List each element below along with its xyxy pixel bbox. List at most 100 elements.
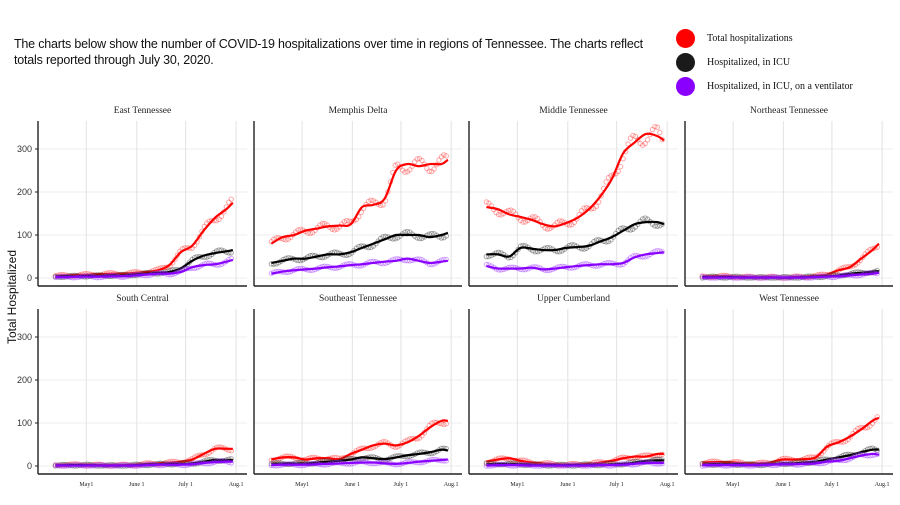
series-line — [55, 258, 234, 279]
data-point — [627, 227, 634, 233]
x-tick-label: May1 — [79, 482, 93, 488]
x-tick-label: Aug.1 — [875, 482, 890, 488]
data-point — [591, 205, 597, 212]
data-point — [517, 217, 524, 224]
data-point — [603, 179, 609, 185]
data-point — [346, 218, 352, 224]
data-point — [438, 154, 445, 160]
legend-swatch-total — [676, 28, 695, 48]
legend-label-total: Total hospitalizations — [707, 32, 793, 44]
data-point — [486, 200, 492, 206]
series-line — [486, 461, 664, 467]
data-point — [618, 225, 624, 232]
data-point — [593, 203, 599, 210]
series-line — [702, 271, 880, 279]
x-tick-label: Aug.1 — [229, 482, 244, 488]
data-point — [295, 227, 301, 233]
data-point — [554, 219, 560, 225]
panel-title: Northeast Tennessee — [750, 106, 828, 116]
data-point — [544, 226, 551, 232]
data-point — [426, 168, 432, 174]
legend-item-icu: Hospitalized, in ICU — [676, 50, 853, 74]
data-point — [618, 163, 624, 170]
y-tick-label: 100 — [17, 230, 32, 240]
series-line — [271, 448, 449, 465]
data-point — [642, 140, 648, 147]
data-point — [630, 226, 636, 232]
data-point — [441, 152, 447, 158]
data-point — [505, 207, 512, 214]
data-point — [659, 136, 665, 143]
data-point — [578, 207, 585, 214]
data-point — [443, 153, 449, 159]
data-point — [872, 245, 878, 251]
data-point — [429, 230, 435, 237]
y-tick-label: 0 — [27, 461, 32, 471]
x-tick-label: June 1 — [560, 482, 576, 488]
data-point — [411, 159, 418, 165]
data-point — [635, 137, 641, 143]
data-point — [416, 235, 423, 242]
series-line — [702, 416, 880, 465]
data-point — [392, 162, 398, 169]
data-point — [380, 202, 386, 208]
series-line — [271, 419, 449, 461]
data-point — [860, 254, 866, 260]
data-point — [654, 223, 661, 229]
data-point — [654, 124, 661, 130]
series-line — [271, 231, 449, 265]
x-tick-label: June 1 — [345, 482, 361, 488]
data-point — [510, 208, 516, 215]
panel-title: East Tennessee — [114, 106, 171, 116]
legend-item-ventilator: Hospitalized, in ICU, on a ventilator — [676, 74, 853, 98]
data-point — [407, 167, 413, 173]
data-point — [632, 133, 639, 140]
data-point — [441, 421, 447, 428]
data-point — [404, 168, 411, 175]
y-tick-label: 300 — [17, 332, 32, 342]
data-point — [657, 129, 663, 136]
data-point — [365, 198, 372, 205]
data-point — [394, 161, 401, 167]
x-tick-label: July 1 — [825, 482, 840, 488]
data-point — [424, 165, 430, 172]
data-point — [559, 218, 565, 224]
legend-label-icu: Hospitalized, in ICU — [707, 56, 791, 68]
data-point — [429, 168, 435, 175]
series-line — [270, 158, 449, 245]
data-point — [416, 155, 423, 162]
x-tick-label: June 1 — [776, 482, 792, 488]
data-point — [569, 221, 575, 228]
x-tick-label: June 1 — [129, 482, 145, 488]
data-point — [583, 204, 590, 211]
x-tick-label: May1 — [726, 482, 740, 488]
data-point — [652, 123, 658, 130]
series-line — [486, 132, 665, 228]
x-tick-label: July 1 — [609, 482, 624, 488]
data-point — [530, 214, 536, 220]
x-tick-label: Aug.1 — [660, 482, 675, 488]
data-point — [319, 220, 326, 227]
data-point — [495, 211, 502, 218]
x-tick-label: Aug.1 — [444, 482, 459, 488]
y-tick-label: 200 — [17, 187, 32, 197]
data-point — [498, 212, 504, 218]
data-point — [404, 228, 411, 235]
data-point — [534, 216, 541, 222]
series-line — [271, 458, 448, 467]
data-point — [414, 156, 420, 162]
data-point — [331, 227, 338, 233]
data-point — [309, 229, 316, 236]
data-point — [341, 219, 347, 225]
y-tick-label: 0 — [27, 273, 32, 283]
data-point — [627, 135, 634, 141]
data-point — [522, 219, 529, 225]
data-point — [566, 222, 573, 228]
data-point — [419, 157, 425, 164]
x-tick-label: July 1 — [394, 482, 409, 488]
data-point — [441, 234, 447, 241]
x-tick-label: May1 — [510, 482, 524, 488]
data-point — [652, 223, 658, 229]
legend: Total hospitalizations Hospitalized, in … — [676, 26, 853, 98]
data-point — [431, 166, 437, 172]
